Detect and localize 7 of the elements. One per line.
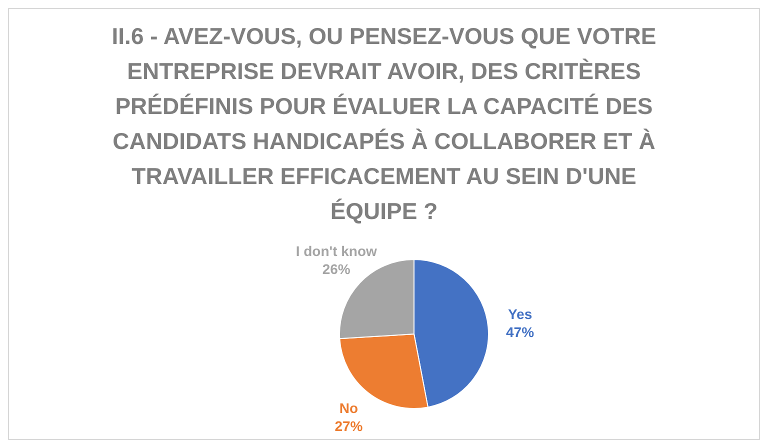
chart-title: II.6 - AVEZ-VOUS, OU PENSEZ-VOUS QUE VOTRE ENTREPRISE DEVRAIT AVOIR, DES CRITÈRES PRÉDÉFINIS POUR ÉVALUER LA CAPACITÉ DES CANDIDATS HANDICAPÉS À COLLABORER ET À TRAVAILLER EFFICACEMENT AU SEIN D'UNE ÉQUIPE ? <box>110 22 658 226</box>
slice-label: I don't know <box>296 242 378 259</box>
slice-label: Yes <box>508 306 532 322</box>
data-label: 27% <box>334 418 364 434</box>
data-label: 26% <box>322 260 351 277</box>
data-label: 47% <box>506 324 535 340</box>
slice-label: No <box>339 400 358 416</box>
